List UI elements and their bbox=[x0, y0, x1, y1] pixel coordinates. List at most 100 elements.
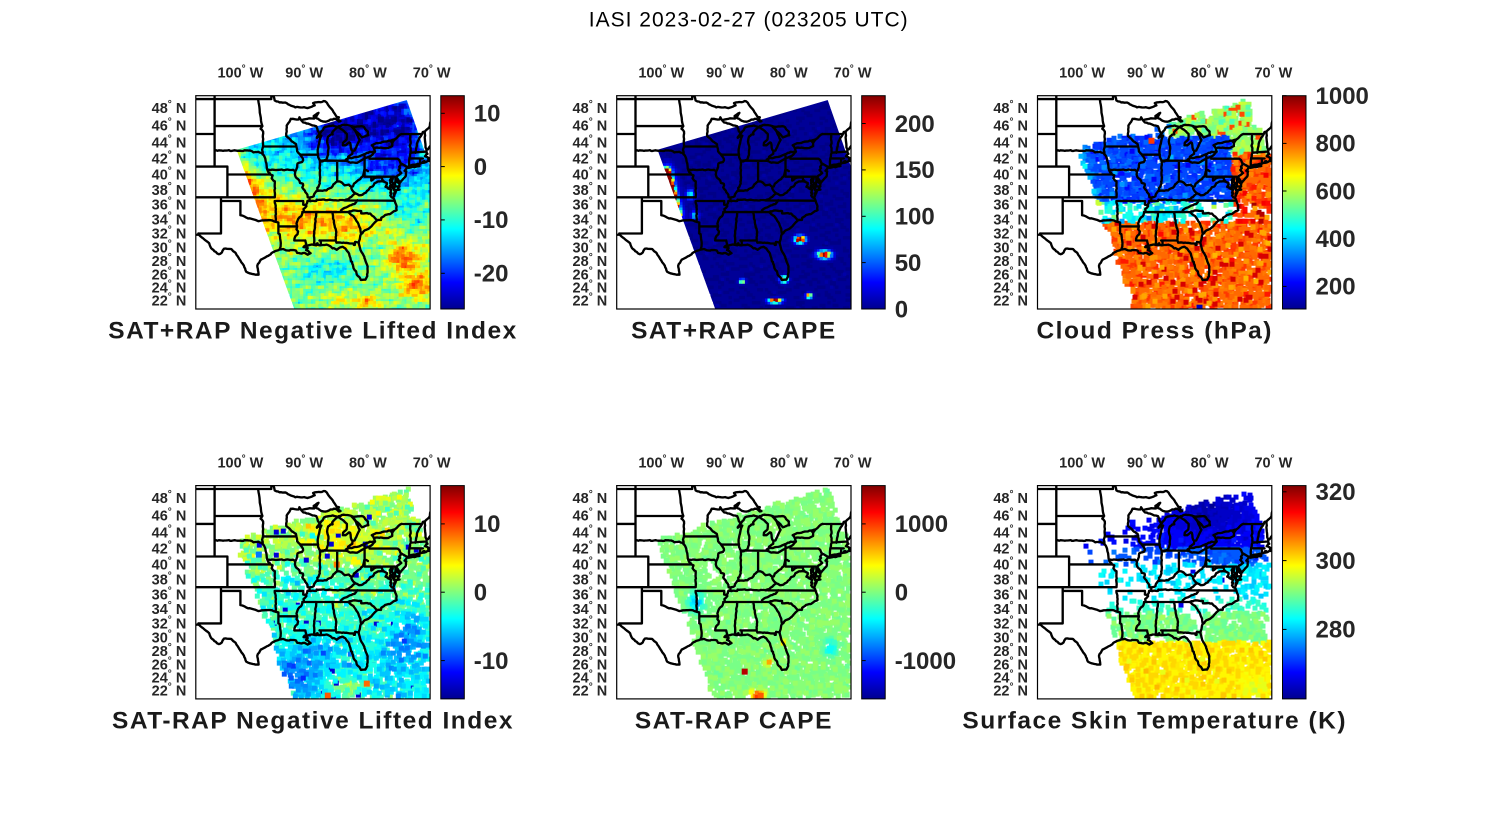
svg-text:30° N: 30° N bbox=[152, 628, 187, 646]
svg-text:34° N: 34° N bbox=[573, 600, 608, 618]
svg-text:32° N: 32° N bbox=[573, 614, 608, 632]
svg-text:28° N: 28° N bbox=[993, 252, 1028, 270]
svg-text:36° N: 36° N bbox=[152, 196, 187, 214]
svg-text:-10: -10 bbox=[474, 648, 509, 675]
svg-text:70° W: 70° W bbox=[413, 454, 451, 472]
svg-text:44° N: 44° N bbox=[993, 523, 1028, 541]
svg-text:80° W: 80° W bbox=[770, 64, 808, 82]
svg-text:10: 10 bbox=[474, 511, 501, 538]
svg-text:-10: -10 bbox=[474, 207, 509, 234]
svg-text:80° W: 80° W bbox=[1191, 454, 1229, 472]
svg-text:30° N: 30° N bbox=[993, 628, 1028, 646]
svg-text:90° W: 90° W bbox=[285, 454, 323, 472]
svg-text:42° N: 42° N bbox=[573, 150, 608, 168]
svg-text:46° N: 46° N bbox=[993, 117, 1028, 135]
svg-text:42° N: 42° N bbox=[993, 150, 1028, 168]
svg-text:24° N: 24° N bbox=[993, 279, 1028, 297]
svg-text:22° N: 22° N bbox=[993, 681, 1028, 699]
svg-text:80° W: 80° W bbox=[349, 64, 387, 82]
svg-text:10: 10 bbox=[474, 101, 501, 128]
svg-text:32° N: 32° N bbox=[573, 225, 608, 243]
svg-text:46° N: 46° N bbox=[993, 506, 1028, 524]
svg-text:44° N: 44° N bbox=[573, 133, 608, 151]
svg-text:200: 200 bbox=[895, 111, 935, 138]
svg-text:48° N: 48° N bbox=[152, 99, 187, 117]
svg-text:48° N: 48° N bbox=[993, 99, 1028, 117]
svg-text:36° N: 36° N bbox=[573, 586, 608, 604]
svg-text:400: 400 bbox=[1316, 226, 1356, 253]
svg-text:90° W: 90° W bbox=[285, 64, 323, 82]
svg-text:24° N: 24° N bbox=[573, 668, 608, 686]
svg-text:100° W: 100° W bbox=[638, 454, 684, 472]
svg-text:90° W: 90° W bbox=[706, 64, 744, 82]
svg-text:-20: -20 bbox=[474, 261, 509, 288]
svg-text:Cloud Press (hPa): Cloud Press (hPa) bbox=[1036, 318, 1273, 345]
svg-text:48° N: 48° N bbox=[993, 489, 1028, 507]
svg-text:SAT+RAP Negative Lifted Index: SAT+RAP Negative Lifted Index bbox=[108, 318, 518, 345]
svg-text:70° W: 70° W bbox=[1254, 454, 1292, 472]
svg-text:42° N: 42° N bbox=[152, 540, 187, 558]
svg-text:28° N: 28° N bbox=[993, 642, 1028, 660]
svg-text:1000: 1000 bbox=[1316, 83, 1369, 110]
svg-text:28° N: 28° N bbox=[152, 252, 187, 270]
svg-text:44° N: 44° N bbox=[152, 523, 187, 541]
svg-text:100° W: 100° W bbox=[1059, 454, 1105, 472]
svg-text:28° N: 28° N bbox=[573, 642, 608, 660]
svg-text:320: 320 bbox=[1316, 479, 1356, 506]
svg-text:150: 150 bbox=[895, 157, 935, 184]
svg-text:24° N: 24° N bbox=[573, 279, 608, 297]
svg-text:0: 0 bbox=[895, 580, 908, 607]
svg-text:100° W: 100° W bbox=[217, 64, 263, 82]
svg-text:80° W: 80° W bbox=[770, 454, 808, 472]
svg-text:-1000: -1000 bbox=[895, 648, 956, 675]
svg-text:28° N: 28° N bbox=[573, 252, 608, 270]
svg-text:0: 0 bbox=[895, 296, 908, 323]
svg-text:30° N: 30° N bbox=[993, 238, 1028, 256]
svg-text:100: 100 bbox=[895, 204, 935, 231]
svg-text:70° W: 70° W bbox=[1254, 64, 1292, 82]
svg-text:48° N: 48° N bbox=[573, 99, 608, 117]
svg-text:40° N: 40° N bbox=[152, 555, 187, 573]
svg-text:28° N: 28° N bbox=[152, 642, 187, 660]
svg-text:36° N: 36° N bbox=[993, 586, 1028, 604]
svg-text:22° N: 22° N bbox=[152, 681, 187, 699]
svg-text:70° W: 70° W bbox=[834, 454, 872, 472]
svg-text:90° W: 90° W bbox=[706, 454, 744, 472]
svg-text:22° N: 22° N bbox=[993, 292, 1028, 310]
svg-text:46° N: 46° N bbox=[573, 506, 608, 524]
svg-text:32° N: 32° N bbox=[152, 225, 187, 243]
svg-text:36° N: 36° N bbox=[152, 586, 187, 604]
svg-text:42° N: 42° N bbox=[152, 150, 187, 168]
svg-text:40° N: 40° N bbox=[152, 166, 187, 184]
svg-text:26° N: 26° N bbox=[152, 265, 187, 283]
svg-text:200: 200 bbox=[1316, 274, 1356, 301]
svg-text:34° N: 34° N bbox=[993, 210, 1028, 228]
svg-text:46° N: 46° N bbox=[152, 506, 187, 524]
svg-text:600: 600 bbox=[1316, 178, 1356, 205]
svg-text:70° W: 70° W bbox=[413, 64, 451, 82]
svg-text:46° N: 46° N bbox=[152, 117, 187, 135]
svg-text:42° N: 42° N bbox=[573, 540, 608, 558]
svg-text:26° N: 26° N bbox=[993, 265, 1028, 283]
svg-text:40° N: 40° N bbox=[573, 166, 608, 184]
svg-text:280: 280 bbox=[1316, 617, 1356, 644]
svg-text:32° N: 32° N bbox=[993, 225, 1028, 243]
svg-text:40° N: 40° N bbox=[573, 555, 608, 573]
svg-text:0: 0 bbox=[474, 580, 487, 607]
svg-text:48° N: 48° N bbox=[152, 489, 187, 507]
svg-text:SAT+RAP CAPE: SAT+RAP CAPE bbox=[631, 318, 837, 345]
svg-text:22° N: 22° N bbox=[573, 681, 608, 699]
svg-text:100° W: 100° W bbox=[217, 454, 263, 472]
svg-text:42° N: 42° N bbox=[993, 540, 1028, 558]
svg-text:38° N: 38° N bbox=[152, 571, 187, 589]
svg-text:32° N: 32° N bbox=[993, 614, 1028, 632]
svg-text:80° W: 80° W bbox=[1191, 64, 1229, 82]
svg-text:800: 800 bbox=[1316, 131, 1356, 158]
svg-text:30° N: 30° N bbox=[573, 238, 608, 256]
svg-text:SAT-RAP CAPE: SAT-RAP CAPE bbox=[635, 707, 833, 734]
svg-text:38° N: 38° N bbox=[993, 571, 1028, 589]
svg-text:24° N: 24° N bbox=[993, 668, 1028, 686]
svg-text:34° N: 34° N bbox=[993, 600, 1028, 618]
svg-text:32° N: 32° N bbox=[152, 614, 187, 632]
svg-text:36° N: 36° N bbox=[573, 196, 608, 214]
